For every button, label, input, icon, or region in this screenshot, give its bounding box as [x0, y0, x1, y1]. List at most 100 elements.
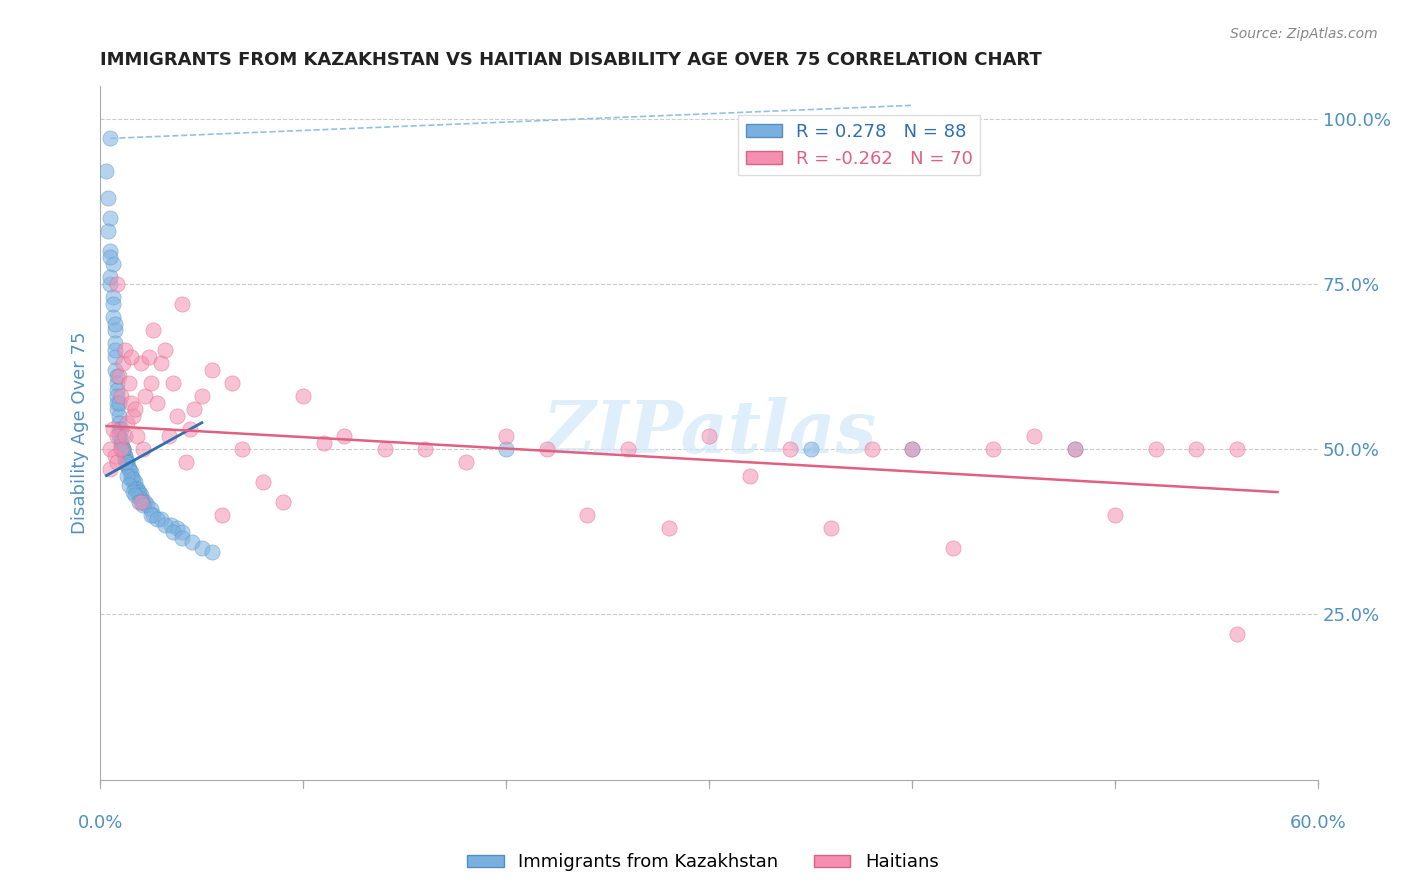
Point — [125, 429, 148, 443]
Point — [779, 442, 801, 457]
Point — [132, 442, 155, 457]
Point — [125, 485, 148, 500]
Point — [103, 350, 125, 364]
Point — [114, 449, 136, 463]
Point — [110, 432, 132, 446]
Point — [120, 465, 142, 479]
Point — [100, 270, 122, 285]
Point — [120, 396, 142, 410]
Point — [271, 495, 294, 509]
Point — [121, 472, 143, 486]
Point — [150, 356, 173, 370]
Point — [121, 475, 143, 490]
Point — [101, 310, 124, 324]
Point — [115, 455, 138, 469]
Point — [100, 244, 122, 258]
Point — [658, 521, 681, 535]
Point — [105, 429, 128, 443]
Point — [132, 498, 155, 512]
Point — [115, 458, 138, 473]
Point — [110, 422, 132, 436]
Point — [128, 488, 150, 502]
Legend: Immigrants from Kazakhstan, Haitians: Immigrants from Kazakhstan, Haitians — [460, 847, 946, 879]
Point — [100, 442, 122, 457]
Point — [136, 498, 159, 512]
Point — [142, 323, 165, 337]
Point — [114, 452, 136, 467]
Point — [536, 442, 558, 457]
Point — [146, 396, 169, 410]
Point — [124, 482, 146, 496]
Point — [103, 449, 125, 463]
Point — [201, 363, 224, 377]
Point — [111, 356, 134, 370]
Point — [120, 472, 142, 486]
Point — [211, 508, 233, 523]
Point — [333, 429, 356, 443]
Point — [738, 468, 761, 483]
Point — [125, 482, 148, 496]
Point — [111, 445, 134, 459]
Point — [162, 376, 184, 390]
Point — [100, 462, 122, 476]
Point — [100, 277, 122, 291]
Point — [107, 369, 129, 384]
Point — [103, 363, 125, 377]
Point — [103, 343, 125, 357]
Point — [100, 211, 122, 225]
Point — [105, 383, 128, 397]
Point — [120, 468, 142, 483]
Point — [97, 191, 120, 205]
Point — [617, 442, 640, 457]
Point — [107, 429, 129, 443]
Point — [124, 475, 146, 490]
Point — [124, 488, 146, 502]
Point — [114, 449, 136, 463]
Point — [110, 439, 132, 453]
Point — [1185, 442, 1208, 457]
Point — [138, 350, 160, 364]
Point — [170, 296, 193, 310]
Point — [110, 389, 132, 403]
Point — [111, 442, 134, 457]
Point — [100, 131, 122, 145]
Point — [115, 416, 138, 430]
Point — [96, 164, 118, 178]
Point — [179, 422, 201, 436]
Point — [1063, 442, 1085, 457]
Point — [166, 409, 188, 423]
Text: 0.0%: 0.0% — [77, 814, 124, 832]
Point — [128, 495, 150, 509]
Point — [201, 544, 224, 558]
Point — [1144, 442, 1167, 457]
Point — [118, 478, 141, 492]
Point — [124, 402, 146, 417]
Point — [191, 389, 214, 403]
Text: IMMIGRANTS FROM KAZAKHSTAN VS HAITIAN DISABILITY AGE OVER 75 CORRELATION CHART: IMMIGRANTS FROM KAZAKHSTAN VS HAITIAN DI… — [100, 51, 1042, 69]
Point — [174, 455, 197, 469]
Point — [576, 508, 599, 523]
Point — [107, 422, 129, 436]
Point — [860, 442, 883, 457]
Point — [1022, 429, 1045, 443]
Point — [107, 416, 129, 430]
Point — [118, 376, 141, 390]
Point — [105, 376, 128, 390]
Point — [170, 532, 193, 546]
Point — [134, 495, 156, 509]
Point — [110, 442, 132, 457]
Text: ZIPatlas: ZIPatlas — [543, 397, 876, 468]
Point — [114, 343, 136, 357]
Point — [139, 501, 162, 516]
Legend: R = 0.278   N = 88, R = -0.262   N = 70: R = 0.278 N = 88, R = -0.262 N = 70 — [738, 115, 980, 175]
Point — [110, 435, 132, 450]
Point — [105, 402, 128, 417]
Point — [252, 475, 274, 490]
Point — [901, 442, 924, 457]
Point — [128, 485, 150, 500]
Point — [292, 389, 315, 403]
Point — [162, 524, 184, 539]
Y-axis label: Disability Age Over 75: Disability Age Over 75 — [72, 331, 89, 533]
Point — [183, 402, 205, 417]
Point — [101, 422, 124, 436]
